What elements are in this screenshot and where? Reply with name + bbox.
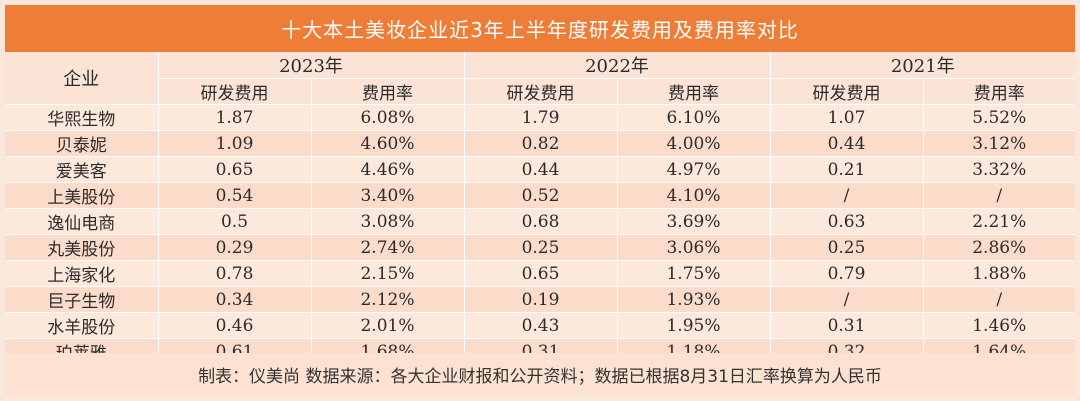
cell-value: 0.82 (464, 130, 618, 157)
cell-value: 5.52% (923, 104, 1075, 131)
cell-value: 4.60% (311, 130, 465, 157)
header-year-2022: 2022年 (464, 52, 771, 79)
cell-value: 2.01% (311, 312, 465, 339)
cell-value: 2.21% (923, 208, 1075, 235)
cell-value: 0.25 (464, 234, 618, 261)
cell-value: 3.12% (923, 130, 1075, 157)
cell-value: 3.08% (311, 208, 465, 235)
table-row: 巨子生物 0.34 2.12% 0.19 1.93% / / (5, 286, 1075, 313)
cell-value: 4.00% (617, 130, 771, 157)
cell-value: 0.21 (770, 156, 924, 183)
cell-value: 0.46 (158, 312, 312, 339)
cell-value: 3.69% (617, 208, 771, 235)
cell-value: 1.88% (923, 260, 1075, 287)
cell-value: 0.19 (464, 286, 618, 313)
cell-value: 1.79 (464, 104, 618, 131)
header-year-2023: 2023年 (158, 52, 465, 79)
cell-value: 0.65 (158, 156, 312, 183)
table-row: 水羊股份 0.46 2.01% 0.43 1.95% 0.31 1.46% (5, 312, 1075, 339)
cell-value: 6.08% (311, 104, 465, 131)
cell-value: 0.43 (464, 312, 618, 339)
company-name: 逸仙电商 (5, 208, 159, 235)
cell-value: 2.15% (311, 260, 465, 287)
cell-value: 1.95% (617, 312, 771, 339)
cell-value: 0.34 (158, 286, 312, 313)
cell-value: 0.54 (158, 182, 312, 209)
cell-value: 4.97% (617, 156, 771, 183)
header-company: 企业 (5, 52, 159, 105)
company-name: 华熙生物 (5, 104, 159, 131)
header-rd-expense: 研发费用 (158, 78, 312, 105)
header-rd-expense: 研发费用 (464, 78, 618, 105)
table-row: 逸仙电商 0.5 3.08% 0.68 3.69% 0.63 2.21% (5, 208, 1075, 235)
cell-value: 4.10% (617, 182, 771, 209)
header-rd-expense: 研发费用 (770, 78, 924, 105)
table-row: 丸美股份 0.29 2.74% 0.25 3.06% 0.25 2.86% (5, 234, 1075, 261)
cell-value: 0.52 (464, 182, 618, 209)
header-row-years: 企业 2023年 2022年 2021年 (5, 52, 1075, 105)
cell-value: / (770, 286, 924, 313)
table-row: 贝泰妮 1.09 4.60% 0.82 4.00% 0.44 3.12% (5, 130, 1075, 157)
header-expense-rate: 费用率 (311, 78, 465, 105)
cell-value: 0.78 (158, 260, 312, 287)
table-row: 上海家化 0.78 2.15% 0.65 1.75% 0.79 1.88% (5, 260, 1075, 287)
cell-value: 1.07 (770, 104, 924, 131)
cell-value: 3.06% (617, 234, 771, 261)
company-name: 上海家化 (5, 260, 159, 287)
cell-value: / (923, 182, 1075, 209)
cell-value: 2.12% (311, 286, 465, 313)
cell-value: 3.32% (923, 156, 1075, 183)
cell-value: 1.09 (158, 130, 312, 157)
cell-value: 4.46% (311, 156, 465, 183)
cell-value: 3.40% (311, 182, 465, 209)
header-row-metrics: 研发费用 费用率 研发费用 费用率 研发费用 费用率 (5, 78, 1075, 105)
cell-value: 0.79 (770, 260, 924, 287)
cell-value: 6.10% (617, 104, 771, 131)
header-expense-rate: 费用率 (923, 78, 1075, 105)
cell-value: 0.68 (464, 208, 618, 235)
rd-expense-table: 企业 2023年 2022年 2021年 研发费用 费用率 研发费用 费用率 研… (5, 52, 1075, 365)
header-expense-rate: 费用率 (617, 78, 771, 105)
company-name: 贝泰妮 (5, 130, 159, 157)
cell-value: 2.74% (311, 234, 465, 261)
cell-value: 1.75% (617, 260, 771, 287)
cell-value: 0.65 (464, 260, 618, 287)
table-row: 上美股份 0.54 3.40% 0.52 4.10% / / (5, 182, 1075, 209)
company-name: 上美股份 (5, 182, 159, 209)
table-footer-note: 制表：仪美尚 数据来源：各大企业财报和公开资料；数据已根据8月31日汇率换算为人… (5, 353, 1075, 396)
cell-value: 2.86% (923, 234, 1075, 261)
cell-value: 0.63 (770, 208, 924, 235)
company-name: 水羊股份 (5, 312, 159, 339)
table-row: 爱美客 0.65 4.46% 0.44 4.97% 0.21 3.32% (5, 156, 1075, 183)
table-row: 华熙生物 1.87 6.08% 1.79 6.10% 1.07 5.52% (5, 104, 1075, 131)
cell-value: 1.46% (923, 312, 1075, 339)
company-name: 丸美股份 (5, 234, 159, 261)
cell-value: 0.5 (158, 208, 312, 235)
cell-value: 0.31 (770, 312, 924, 339)
header-year-2021: 2021年 (770, 52, 1075, 79)
table-title: 十大本土美妆企业近3年上半年度研发费用及费用率对比 (5, 5, 1075, 52)
company-name: 巨子生物 (5, 286, 159, 313)
cell-value: 0.29 (158, 234, 312, 261)
cell-value: / (923, 286, 1075, 313)
cell-value: 0.44 (464, 156, 618, 183)
cell-value: 0.44 (770, 130, 924, 157)
cell-value: 0.25 (770, 234, 924, 261)
cell-value: 1.87 (158, 104, 312, 131)
cell-value: / (770, 182, 924, 209)
company-name: 爱美客 (5, 156, 159, 183)
cell-value: 1.93% (617, 286, 771, 313)
